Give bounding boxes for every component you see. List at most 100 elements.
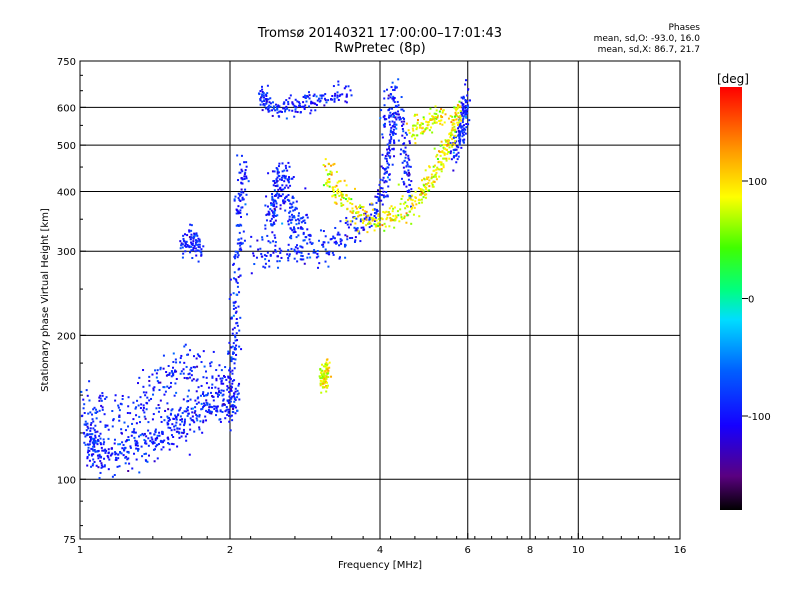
data-point xyxy=(457,129,460,132)
data-point xyxy=(99,460,102,463)
data-point xyxy=(305,100,308,103)
data-point xyxy=(405,122,408,125)
data-point xyxy=(299,217,302,220)
data-point xyxy=(340,193,343,196)
data-point xyxy=(452,151,455,154)
data-point xyxy=(195,417,198,420)
data-point xyxy=(107,456,110,459)
data-point xyxy=(458,137,461,140)
data-point xyxy=(212,399,215,402)
data-point xyxy=(94,441,97,444)
data-point xyxy=(440,119,443,122)
data-point xyxy=(276,108,279,111)
data-point xyxy=(459,124,462,127)
data-point xyxy=(210,412,213,415)
data-point xyxy=(461,114,464,117)
data-point xyxy=(189,238,192,241)
data-point xyxy=(128,462,131,465)
data-point xyxy=(262,103,265,106)
data-point xyxy=(184,343,187,346)
data-point xyxy=(120,452,123,455)
data-point xyxy=(299,227,302,230)
data-point xyxy=(207,409,210,412)
data-point xyxy=(182,398,185,401)
data-point xyxy=(327,375,330,378)
data-point xyxy=(291,229,294,232)
data-point xyxy=(309,241,312,244)
data-point xyxy=(462,117,465,120)
data-point xyxy=(240,193,243,196)
data-point xyxy=(292,196,295,199)
data-point xyxy=(96,440,99,443)
data-point xyxy=(294,98,297,101)
data-point xyxy=(160,416,163,419)
data-point xyxy=(411,202,414,205)
data-point xyxy=(324,379,327,382)
data-point xyxy=(172,366,175,369)
data-point xyxy=(373,218,376,221)
data-point xyxy=(343,245,346,248)
data-point xyxy=(274,214,277,217)
data-point xyxy=(418,199,421,202)
data-point xyxy=(369,222,372,225)
data-point xyxy=(237,276,240,279)
data-point xyxy=(215,379,218,382)
data-point xyxy=(286,169,289,172)
data-point xyxy=(207,392,210,395)
data-point xyxy=(227,350,230,353)
x-tick-label: 6 xyxy=(465,545,471,556)
data-point xyxy=(326,181,329,184)
y-tick-label: 400 xyxy=(57,187,76,198)
data-point xyxy=(102,438,105,441)
data-point xyxy=(425,183,428,186)
data-point xyxy=(327,251,330,254)
data-point xyxy=(89,439,92,442)
data-point xyxy=(333,162,336,165)
data-point xyxy=(430,126,433,129)
data-point xyxy=(142,434,145,437)
data-point xyxy=(320,94,323,97)
data-point xyxy=(235,344,238,347)
data-point xyxy=(93,445,96,448)
data-point xyxy=(336,192,339,195)
data-point xyxy=(143,453,146,456)
data-point xyxy=(173,428,176,431)
data-point xyxy=(168,387,171,390)
data-point xyxy=(393,96,396,99)
data-point xyxy=(324,260,327,263)
data-point xyxy=(155,407,158,410)
data-point xyxy=(294,108,297,111)
data-point xyxy=(306,242,309,245)
data-point xyxy=(397,110,400,113)
data-point xyxy=(411,199,414,202)
data-point xyxy=(235,317,238,320)
data-point xyxy=(438,119,441,122)
data-point xyxy=(236,324,239,327)
data-point xyxy=(276,169,279,172)
data-point xyxy=(275,181,278,184)
data-point xyxy=(332,235,335,238)
data-point xyxy=(184,233,187,236)
data-point xyxy=(227,376,230,379)
data-point xyxy=(287,220,290,223)
data-point xyxy=(346,235,349,238)
data-point xyxy=(235,212,238,215)
data-point xyxy=(88,443,91,446)
data-point xyxy=(179,357,182,360)
data-point xyxy=(275,202,278,205)
data-point xyxy=(393,89,396,92)
data-point xyxy=(148,399,151,402)
data-point xyxy=(292,201,295,204)
data-point xyxy=(169,413,172,416)
data-point xyxy=(240,348,243,351)
data-point xyxy=(164,390,167,393)
data-point xyxy=(173,370,176,373)
data-point xyxy=(454,134,457,137)
data-point xyxy=(155,372,158,375)
data-point xyxy=(206,402,209,405)
data-point xyxy=(403,183,406,186)
data-point xyxy=(465,115,468,118)
data-point xyxy=(96,450,99,453)
data-point xyxy=(296,100,299,103)
data-point xyxy=(378,183,381,186)
